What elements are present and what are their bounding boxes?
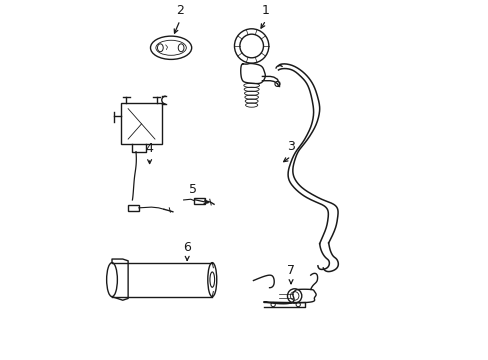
- Bar: [128, 205, 139, 211]
- Bar: [121, 103, 162, 144]
- Text: 2: 2: [176, 4, 183, 17]
- Text: 3: 3: [286, 140, 294, 153]
- Text: 4: 4: [145, 142, 153, 155]
- Text: 6: 6: [183, 241, 191, 254]
- Bar: [194, 198, 204, 203]
- Text: 5: 5: [188, 183, 196, 196]
- Text: 7: 7: [286, 264, 294, 277]
- Text: 1: 1: [262, 4, 269, 17]
